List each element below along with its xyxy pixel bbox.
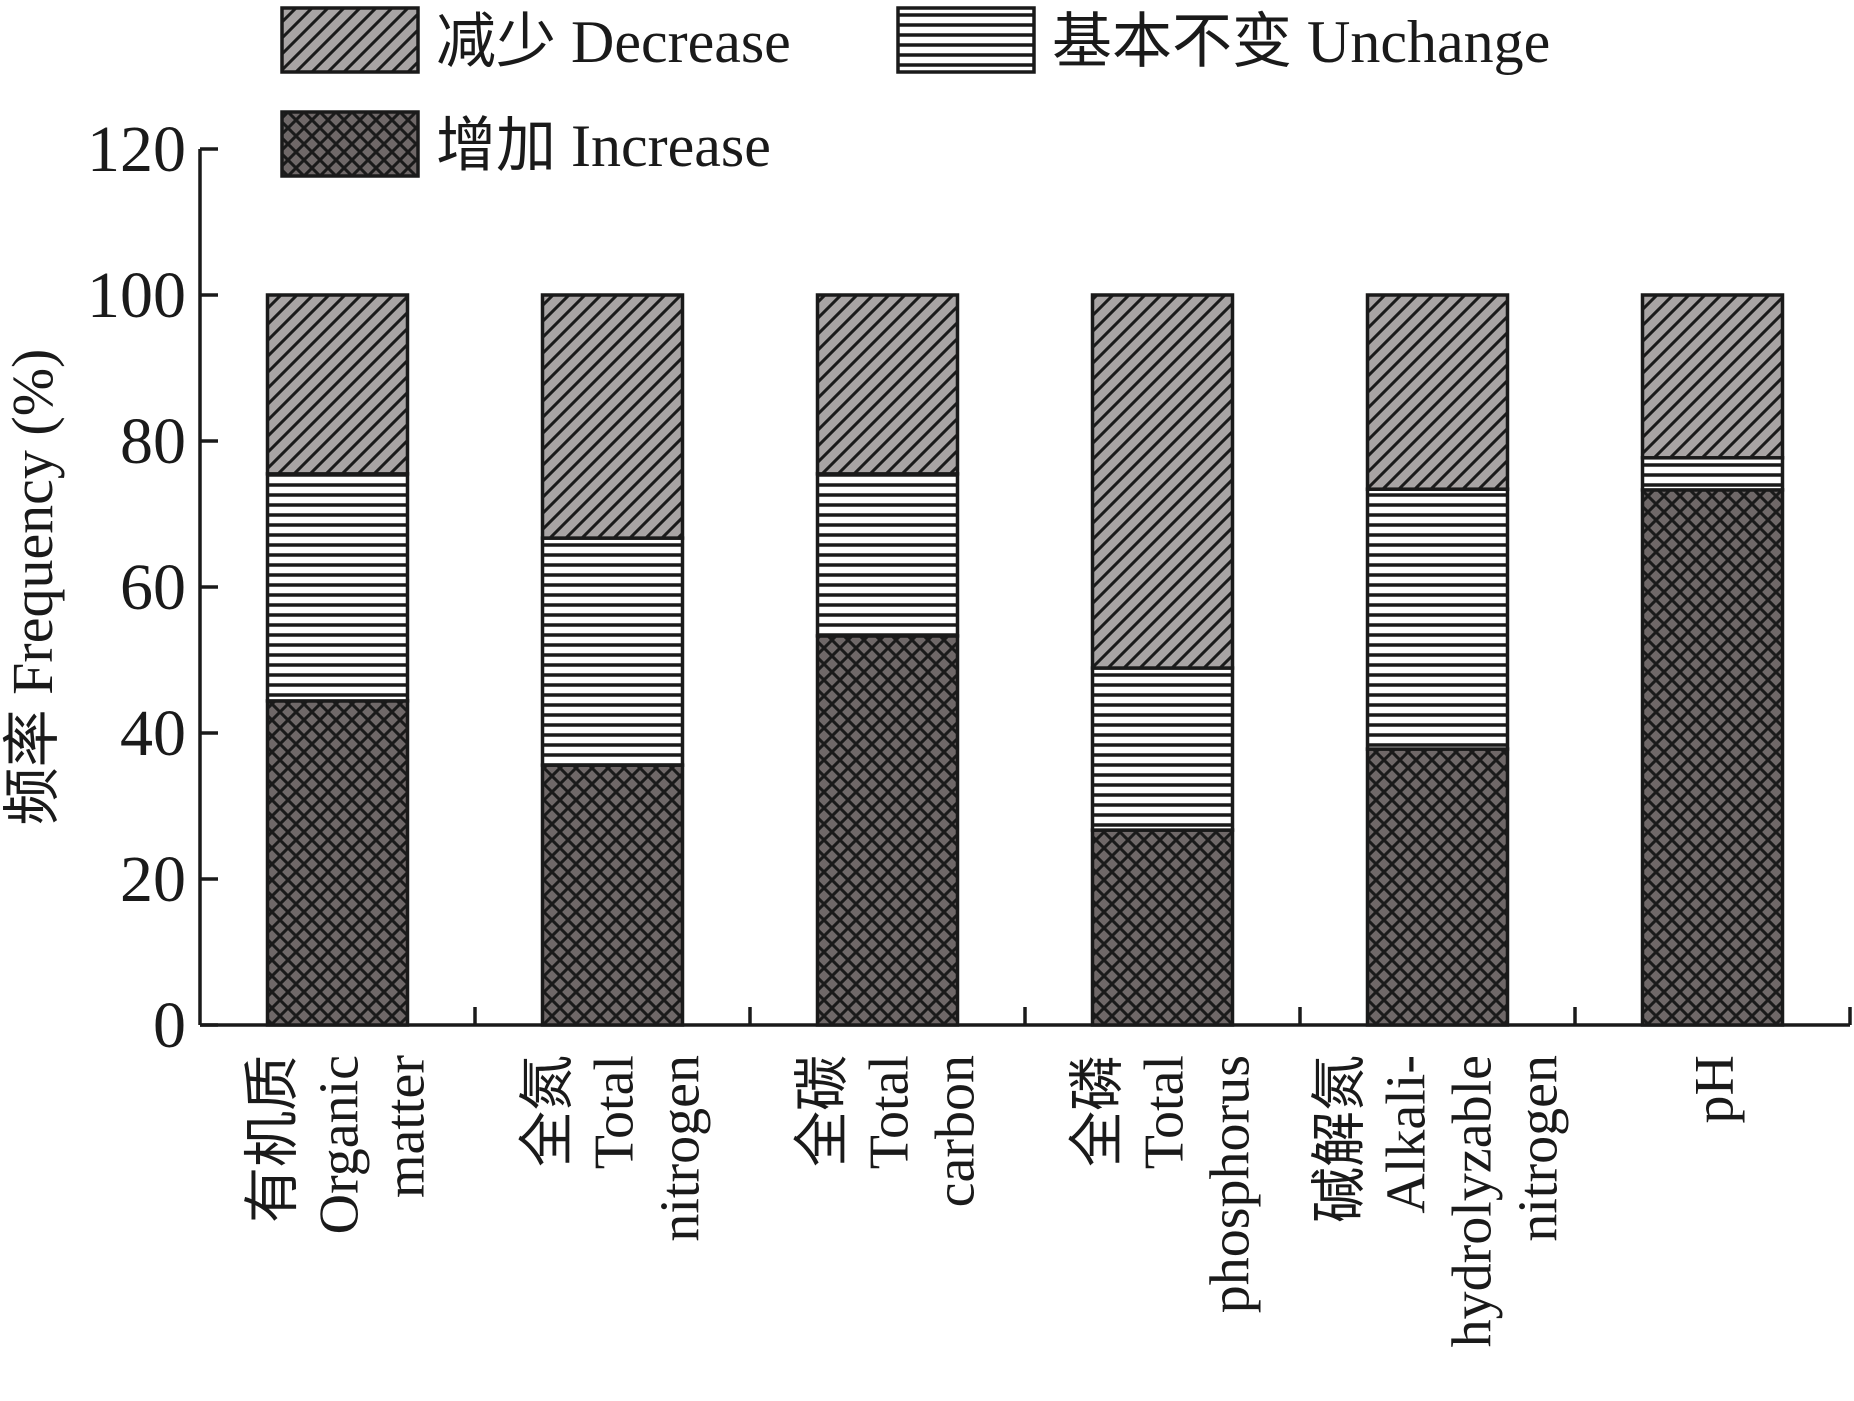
y-tick-label: 60: [120, 551, 186, 624]
bar-segment-diagonal: [815, 293, 960, 476]
legend-swatch-crosshatch: [280, 110, 420, 178]
category-label: Total: [1134, 1055, 1196, 1169]
bars: [265, 293, 1785, 1027]
category-label: hydrolyzable: [1442, 1055, 1504, 1347]
category-labels: 有机质 Organic matter 全氮 Total nitrogen 全碳 Total ca…: [243, 1055, 1746, 1348]
category-label: 全碳: [793, 1055, 855, 1167]
y-tick-label: 100: [87, 259, 186, 332]
legend-swatch-diagonal: [280, 6, 420, 74]
bar-segment-diagonal: [540, 293, 685, 540]
category-label: 有机质: [243, 1055, 305, 1223]
bar-segment-diagonal: [1640, 293, 1785, 460]
legend-label: 基本不变 Unchange: [1052, 9, 1550, 75]
y-tick-label: 40: [120, 697, 186, 770]
category-label: matter: [375, 1055, 437, 1198]
category-label: Total: [584, 1055, 646, 1169]
category-label: 全氮: [518, 1055, 580, 1167]
category-label: carbon: [925, 1055, 987, 1207]
category-label: 碱解氮: [1310, 1055, 1372, 1223]
bar-segment-horizontal: [1365, 487, 1510, 751]
bar-segment-horizontal: [265, 472, 410, 703]
bar-segment-horizontal: [540, 536, 685, 767]
bar-segment-crosshatch: [1365, 747, 1510, 1027]
legend-label: 增加 Increase: [436, 113, 771, 179]
bar-segment-crosshatch: [1640, 488, 1785, 1027]
bar-segment-diagonal: [1090, 293, 1235, 670]
y-tick-label: 0: [153, 989, 186, 1062]
bar-segment-horizontal: [815, 472, 960, 638]
y-tick-label: 20: [120, 843, 186, 916]
legend: 减少 Decrease 基本不变 Unchange 增加 Increase: [280, 6, 1550, 179]
y-axis-label: 频率 Frequency (%): [0, 349, 65, 826]
bar-segment-horizontal: [1090, 666, 1235, 832]
category-label: phosphorus: [1200, 1055, 1262, 1313]
axes: 0 20 40 60 80 100 120: [87, 113, 1852, 1062]
y-tick-label: 80: [120, 405, 186, 478]
bar-segment-diagonal: [265, 293, 410, 476]
bar-segment-horizontal: [1640, 456, 1785, 492]
category-label: nitrogen: [1508, 1055, 1570, 1242]
bar-segment-crosshatch: [815, 634, 960, 1027]
category-label: nitrogen: [650, 1055, 712, 1242]
bar-segment-crosshatch: [1090, 828, 1235, 1027]
category-label: 全磷: [1068, 1055, 1130, 1167]
bar-segment-diagonal: [1365, 293, 1510, 491]
category-label: pH: [1684, 1055, 1746, 1123]
bar-segment-crosshatch: [265, 699, 410, 1027]
y-tick-label: 120: [87, 113, 186, 186]
category-label: Organic: [309, 1055, 371, 1234]
bar-segment-crosshatch: [540, 763, 685, 1027]
category-label: Total: [859, 1055, 921, 1169]
legend-label: 减少 Decrease: [436, 9, 791, 75]
legend-swatch-horizontal: [896, 6, 1036, 74]
y-axis-label-group: 频率 Frequency (%): [0, 349, 65, 826]
category-label: Alkali-: [1376, 1055, 1438, 1214]
